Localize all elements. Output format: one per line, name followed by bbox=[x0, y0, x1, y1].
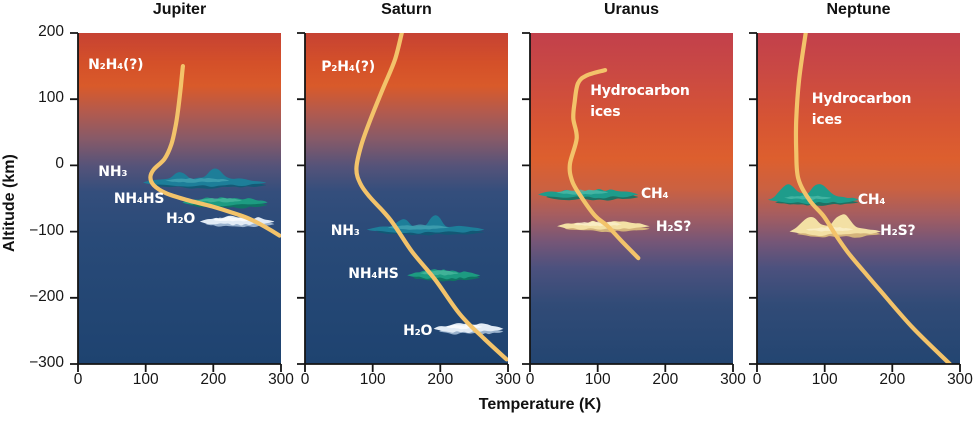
x-tick-label-jupiter-100: 100 bbox=[132, 371, 159, 388]
x-tick-label-saturn-0: 0 bbox=[300, 371, 310, 388]
x-tick-label-jupiter-200: 200 bbox=[200, 371, 227, 388]
y-tick-label-100: 100 bbox=[38, 89, 64, 107]
x-tick-label-uranus-0: 0 bbox=[525, 371, 535, 388]
y-tick-label--300: −300 bbox=[29, 354, 64, 371]
annotation-neptune-0: Hydrocarbon ices bbox=[811, 91, 912, 129]
x-tick-label-neptune-0: 0 bbox=[752, 371, 762, 388]
x-tick-label-saturn-100: 100 bbox=[359, 371, 386, 388]
cloud-label-saturn-1: NH₄HS bbox=[348, 266, 399, 283]
cloud-label-uranus-0: CH₄ bbox=[640, 186, 669, 203]
x-tick-label-saturn-300: 300 bbox=[495, 371, 521, 388]
y-tick-label-200: 200 bbox=[38, 23, 64, 40]
cloud-label-jupiter-0: NH₃ bbox=[98, 164, 128, 181]
cloud-label-saturn-0: NH₃ bbox=[330, 223, 360, 240]
x-tick-label-neptune-200: 200 bbox=[879, 371, 906, 388]
annotation-saturn-0: P₂H₄(?) bbox=[321, 59, 375, 76]
panel-title-saturn: Saturn bbox=[381, 1, 432, 18]
cloud-label-uranus-1: H₂S? bbox=[655, 218, 692, 235]
x-tick-label-jupiter-0: 0 bbox=[73, 371, 83, 388]
cloud-label-jupiter-1: NH₄HS bbox=[113, 191, 165, 208]
panel-title-jupiter: Jupiter bbox=[152, 1, 207, 18]
y-tick-label--100: −100 bbox=[29, 221, 64, 239]
y-tick-label--200: −200 bbox=[29, 287, 64, 305]
x-tick-label-neptune-100: 100 bbox=[811, 371, 838, 388]
panel-title-uranus: Uranus bbox=[603, 1, 660, 18]
cloud-label-jupiter-2: H₂O bbox=[165, 211, 196, 228]
cloud-label-neptune-1: H₂S? bbox=[880, 223, 916, 240]
x-tick-label-uranus-200: 200 bbox=[652, 371, 679, 388]
cloud-label-saturn-2: H₂O bbox=[403, 322, 433, 339]
y-tick-label-0: 0 bbox=[55, 155, 64, 173]
cloud-label-neptune-0: CH₄ bbox=[857, 192, 886, 209]
x-tick-label-saturn-200: 200 bbox=[427, 371, 454, 388]
x-tick-label-jupiter-300: 300 bbox=[268, 371, 294, 388]
panel-title-neptune: Neptune bbox=[826, 1, 891, 18]
y-axis-title: Altitude (km) bbox=[1, 154, 18, 252]
x-tick-label-neptune-300: 300 bbox=[947, 371, 973, 388]
x-tick-label-uranus-100: 100 bbox=[584, 371, 611, 388]
panel-canvas-saturn bbox=[305, 33, 508, 364]
panel-canvas-jupiter bbox=[78, 33, 281, 364]
atmosphere-gradient-saturn bbox=[305, 33, 508, 364]
x-axis-title: Temperature (K) bbox=[478, 396, 602, 413]
annotation-jupiter-0: N₂H₄(?) bbox=[88, 57, 144, 74]
annotation-uranus-0: Hydrocarbon ices bbox=[590, 82, 690, 120]
x-tick-label-uranus-300: 300 bbox=[720, 371, 746, 388]
